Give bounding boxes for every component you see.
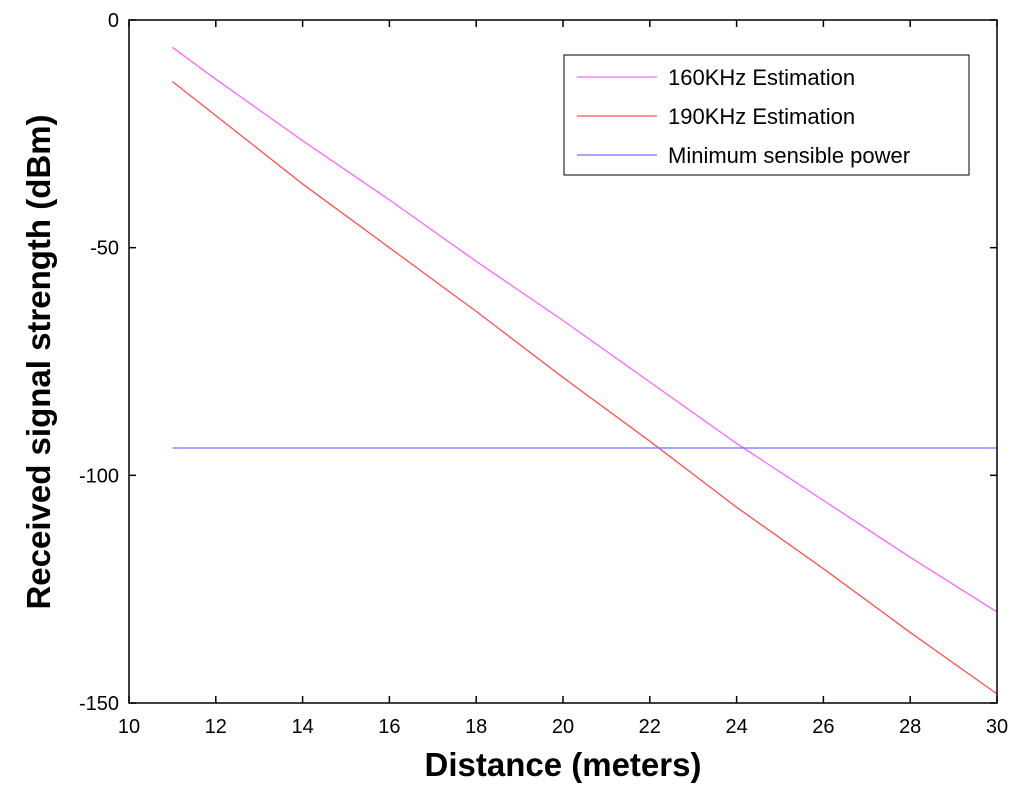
x-tick-label: 24 bbox=[725, 716, 747, 738]
x-tick-label: 12 bbox=[205, 716, 227, 738]
series-layer bbox=[171, 46, 998, 695]
x-tick-label: 20 bbox=[552, 716, 574, 738]
x-tick-label: 22 bbox=[639, 716, 661, 738]
y-axis-title: Received signal strength (dBm) bbox=[20, 114, 57, 609]
legend-label: 160KHz Estimation bbox=[668, 65, 855, 90]
tick-layer: 10 12 14 16 18 20 22 24 26 28 30 0 -50 -100 -150 bbox=[79, 10, 1008, 738]
series-line bbox=[172, 46, 998, 613]
x-tick-label: 16 bbox=[378, 716, 400, 738]
legend: 160KHz Estimation 190KHz Estimation Minimu… bbox=[563, 54, 970, 176]
x-tick-label: 26 bbox=[812, 716, 834, 738]
y-tick-label: 0 bbox=[108, 10, 119, 32]
series-line bbox=[171, 80, 998, 695]
x-tick-label: 10 bbox=[118, 716, 140, 738]
y-tick-label: -50 bbox=[90, 238, 119, 260]
x-tick-label: 30 bbox=[986, 716, 1008, 738]
x-tick-label: 18 bbox=[465, 716, 487, 738]
x-tick-label: 14 bbox=[291, 716, 313, 738]
x-axis-title: Distance (meters) bbox=[425, 746, 702, 783]
x-tick-label: 28 bbox=[899, 716, 921, 738]
legend-label: Minimum sensible power bbox=[668, 143, 910, 168]
y-tick-label: -100 bbox=[79, 465, 119, 487]
legend-label: 190KHz Estimation bbox=[668, 104, 855, 129]
y-tick-label: -150 bbox=[79, 693, 119, 715]
